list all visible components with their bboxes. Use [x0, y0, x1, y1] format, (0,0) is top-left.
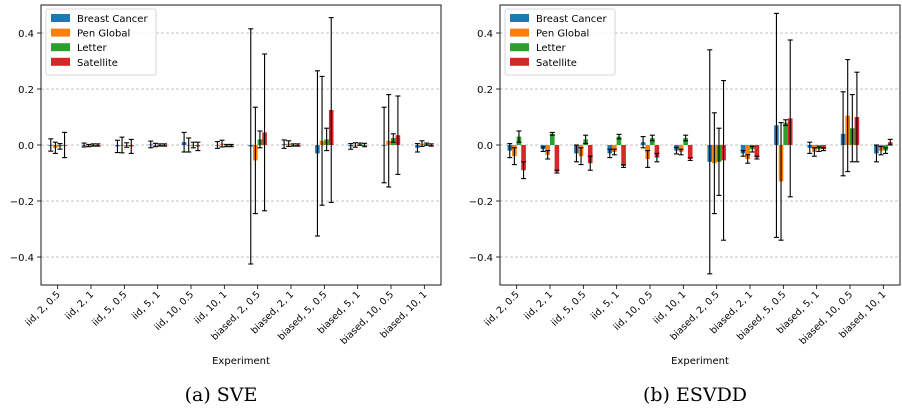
bar — [621, 145, 626, 166]
plot-frame — [499, 4, 901, 286]
legend-box — [504, 8, 616, 76]
y-tick-label: −0.2 — [10, 197, 34, 208]
legend-swatch — [510, 14, 529, 22]
y-tick-label: 0.4 — [477, 29, 493, 40]
legend-swatch — [510, 28, 529, 37]
bar — [550, 133, 555, 145]
y-tick-label: 0.4 — [18, 29, 34, 40]
legend-swatch — [510, 57, 529, 66]
panel-caption: (a) SVE — [185, 384, 258, 406]
legend-label: Pen Global — [77, 29, 130, 40]
series-letter — [57, 127, 430, 152]
x-axis-label: Experiment — [671, 356, 729, 367]
bar — [616, 136, 622, 145]
bar — [683, 138, 688, 145]
x-tick-label: iid, 5, 1 — [130, 289, 163, 322]
y-tick-label: −0.4 — [10, 253, 34, 264]
bar — [521, 145, 526, 171]
bar — [650, 138, 655, 145]
legend-swatch — [510, 43, 529, 52]
x-tick-label: iid, 2, 1 — [63, 289, 96, 322]
legend-swatch — [51, 14, 70, 22]
x-tick-label: iid, 2, 1 — [522, 289, 555, 322]
y-tick-label: −0.2 — [469, 197, 493, 208]
legend-label: Breast Cancer — [536, 14, 607, 25]
legend-swatch — [51, 28, 70, 37]
legend-label: Letter — [77, 43, 108, 54]
bar — [783, 122, 788, 145]
series-pen-global — [511, 59, 884, 241]
series-breast-cancer — [507, 12, 879, 275]
series-satellite — [62, 17, 434, 212]
bar — [545, 145, 550, 155]
bar — [612, 145, 617, 152]
series-satellite — [521, 39, 893, 241]
bar — [554, 145, 560, 172]
x-tick-label: iid, 5, 1 — [589, 289, 622, 322]
series-breast-cancer — [48, 28, 420, 265]
y-tick-label: 0.0 — [477, 141, 493, 152]
bar — [821, 145, 826, 150]
legend-label: Pen Global — [536, 29, 589, 40]
y-tick-label: 0.2 — [18, 85, 34, 96]
series-pen-global — [52, 75, 425, 215]
y-tick-label: 0.0 — [18, 141, 34, 152]
legend-label: Breast Cancer — [77, 14, 148, 25]
plot-frame — [40, 4, 442, 286]
series-letter — [516, 94, 889, 196]
legend-label: Satellite — [77, 58, 118, 69]
panel-caption: (b) ESVDD — [643, 384, 747, 406]
legend-label: Satellite — [536, 58, 577, 69]
x-tick-label: iid, 5, 0.5 — [90, 289, 129, 328]
bar — [678, 145, 684, 152]
x-tick-label: iid, 2, 0.5 — [483, 289, 522, 328]
legend: Breast Cancer Pen Global Letter Satellite — [45, 8, 157, 76]
x-axis-label: Experiment — [212, 356, 270, 367]
legend: Breast Cancer Pen Global Letter Satellite — [504, 8, 616, 76]
bar — [745, 145, 750, 159]
x-tick-label: iid, 5, 0.5 — [549, 289, 588, 328]
x-tick-label: iid, 2, 0.5 — [24, 289, 63, 328]
legend-label: Letter — [536, 43, 567, 54]
y-tick-label: −0.4 — [469, 253, 493, 264]
y-tick-label: 0.2 — [477, 85, 493, 96]
legend-box — [45, 8, 157, 76]
bar — [587, 145, 593, 164]
bar — [687, 145, 693, 159]
bar — [740, 145, 746, 154]
bar — [754, 145, 760, 158]
bar — [654, 145, 660, 158]
legend-swatch — [51, 57, 70, 66]
legend-swatch — [51, 43, 70, 52]
